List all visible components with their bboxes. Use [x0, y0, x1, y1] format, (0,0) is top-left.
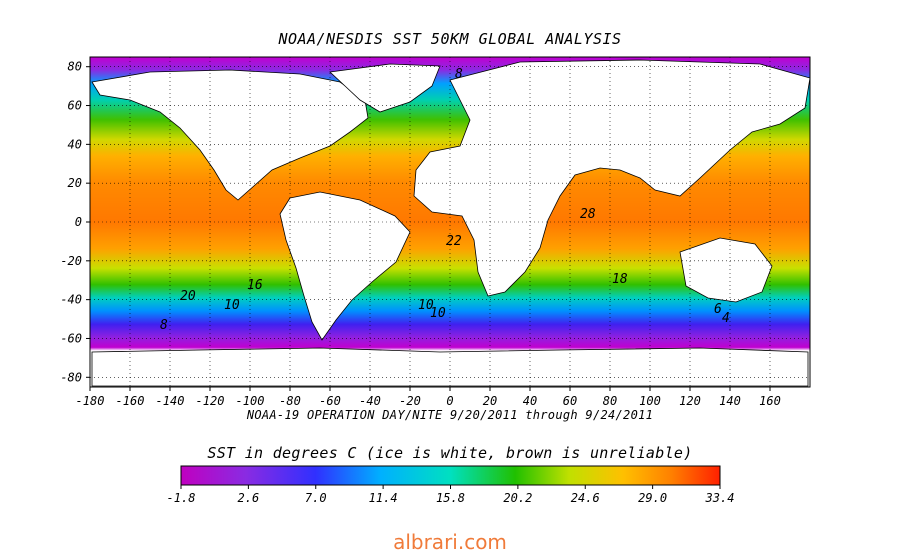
- lon-tick-label: 160: [759, 394, 781, 408]
- contour-label: 6: [714, 302, 722, 317]
- contour-label: 4: [722, 311, 730, 326]
- lon-tick-label: 120: [679, 394, 701, 408]
- contour-label: 22: [446, 234, 462, 249]
- lon-tick-label: 60: [563, 394, 577, 408]
- lat-tick-label: -20: [60, 254, 82, 268]
- antarctica-land: [91, 347, 809, 387]
- legend-tick-label: 20.2: [503, 491, 532, 505]
- lon-tick-label: -180: [76, 394, 105, 408]
- lon-tick-label: 20: [483, 394, 497, 408]
- longitude-axis: -180 -160 -140 -120 -100 -80 -60 -40 -20 0 20 40 60 8…: [76, 387, 781, 408]
- lon-tick-label: 100: [639, 394, 661, 408]
- lon-tick-label: 0: [446, 394, 453, 408]
- contour-label: 16: [247, 278, 263, 293]
- contour-label: 8: [160, 318, 168, 333]
- south-america-land: [279, 191, 411, 341]
- lon-tick-label: 40: [523, 394, 537, 408]
- lon-tick-label: -20: [399, 394, 421, 408]
- lat-tick-label: -40: [60, 293, 82, 307]
- contour-label: 10: [430, 306, 446, 321]
- watermark: albrari.com: [393, 530, 507, 554]
- contour-label: 8: [455, 67, 463, 82]
- legend-color-bar: [180, 465, 721, 486]
- legend-tick-label: -1.8: [167, 491, 196, 505]
- contour-label: 28: [580, 207, 596, 222]
- contour-label: 10: [224, 298, 240, 313]
- lon-tick-label: -100: [236, 394, 265, 408]
- legend-tick-label: 24.6: [571, 491, 600, 505]
- legend-ticks: -1.8 2.6 7.0 11.4 15.8 20.2 24.6 29.0 33.4: [167, 485, 735, 505]
- australia-land: [679, 237, 773, 303]
- lon-tick-label: -120: [196, 394, 225, 408]
- lon-tick-label: 140: [719, 394, 741, 408]
- lon-tick-label: -140: [156, 394, 185, 408]
- eurasia-africa-land: [413, 59, 811, 297]
- map-subtitle: NOAA-19 OPERATION DAY/NITE 9/20/2011 thr…: [246, 408, 654, 422]
- land-masses: [91, 59, 811, 387]
- map-title: NOAA/NESDIS SST 50KM GLOBAL ANALYSIS: [278, 30, 622, 48]
- lon-tick-label: -80: [279, 394, 301, 408]
- contour-label: 18: [612, 272, 628, 287]
- legend-tick-label: 7.0: [305, 491, 327, 505]
- legend-tick-label: 2.6: [238, 491, 260, 505]
- contour-label: 10: [418, 298, 434, 313]
- lat-tick-label: 80: [68, 60, 82, 74]
- latitude-axis: 80 60 40 20 0 -20 -40 -60 -80: [60, 60, 90, 384]
- graticule: [89, 57, 810, 387]
- lat-tick-label: 20: [68, 176, 82, 190]
- legend-tick-label: 33.4: [705, 491, 735, 505]
- lat-tick-label: 40: [68, 137, 82, 151]
- lat-tick-label: 0: [75, 215, 82, 229]
- lat-tick-label: -60: [60, 331, 82, 345]
- lon-tick-label: -40: [359, 394, 381, 408]
- north-america-land: [91, 69, 369, 201]
- lat-tick-label: 60: [68, 99, 82, 113]
- legend-title: SST in degrees C (ice is white, brown is…: [207, 444, 693, 462]
- lon-tick-label: -160: [116, 394, 145, 408]
- lon-tick-label: 80: [603, 394, 617, 408]
- legend-tick-label: 15.8: [436, 491, 465, 505]
- legend-tick-label: 29.0: [638, 491, 667, 505]
- lon-tick-label: -60: [319, 394, 341, 408]
- lat-tick-label: -80: [60, 370, 82, 384]
- contour-label: 20: [180, 289, 196, 304]
- legend-tick-label: 11.4: [369, 491, 398, 505]
